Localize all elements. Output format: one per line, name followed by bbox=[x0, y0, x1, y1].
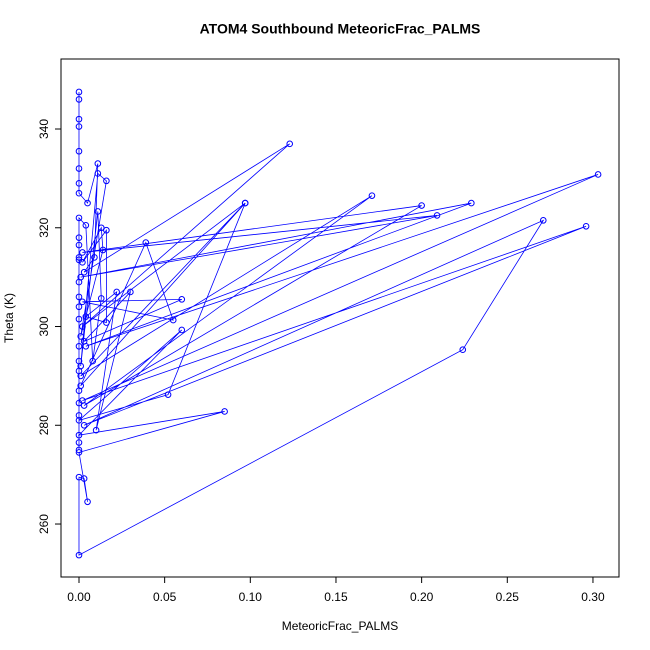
data-point bbox=[75, 189, 83, 197]
data-point bbox=[75, 241, 83, 249]
y-tick-label: 320 bbox=[37, 217, 51, 237]
x-tick-label: 0.20 bbox=[410, 590, 434, 604]
data-point bbox=[94, 170, 102, 177]
data-point bbox=[75, 551, 83, 559]
data-point bbox=[99, 246, 107, 254]
data-point bbox=[468, 199, 475, 207]
x-tick-label: 0.25 bbox=[496, 590, 520, 604]
y-tick-label: 300 bbox=[37, 316, 51, 336]
data-point bbox=[75, 180, 83, 187]
data-point bbox=[82, 221, 90, 229]
data-point bbox=[539, 217, 547, 224]
data-line bbox=[77, 91, 599, 556]
data-point bbox=[97, 295, 105, 302]
data-point bbox=[178, 326, 186, 334]
data-point bbox=[75, 88, 83, 96]
x-tick-label: 0.15 bbox=[324, 590, 348, 604]
y-tick-label: 260 bbox=[37, 514, 51, 534]
data-point bbox=[418, 202, 425, 209]
data-point bbox=[594, 171, 602, 178]
x-axis-label: MeteoricFrac_PALMS bbox=[282, 619, 398, 633]
data-point bbox=[286, 140, 294, 148]
data-point bbox=[75, 123, 83, 130]
data-point bbox=[75, 278, 83, 286]
data-point bbox=[75, 367, 83, 375]
data-point bbox=[75, 387, 83, 395]
data-point bbox=[92, 426, 100, 434]
data-point bbox=[80, 338, 88, 345]
data-point bbox=[94, 208, 102, 215]
data-point bbox=[80, 421, 88, 429]
data-point bbox=[79, 298, 86, 306]
data-point bbox=[75, 115, 83, 123]
x-tick-label: 0.10 bbox=[239, 590, 263, 604]
data-point bbox=[164, 391, 172, 398]
data-point bbox=[103, 319, 110, 326]
data-point bbox=[80, 475, 88, 482]
data-point bbox=[178, 296, 186, 303]
data-point bbox=[75, 412, 83, 419]
data-point bbox=[75, 399, 83, 407]
data-point bbox=[75, 431, 83, 439]
data-point bbox=[75, 147, 83, 155]
data-point bbox=[84, 498, 91, 506]
data-point bbox=[241, 199, 249, 207]
x-tick-label: 0.05 bbox=[153, 590, 177, 604]
data-point bbox=[75, 417, 83, 424]
data-point bbox=[113, 288, 120, 296]
data-point bbox=[80, 268, 88, 276]
data-point bbox=[75, 254, 83, 261]
data-point bbox=[75, 342, 83, 350]
data-point bbox=[94, 160, 102, 167]
chart-title: ATOM4 Southbound MeteoricFrac_PALMS bbox=[200, 21, 481, 37]
x-tick-label: 0.30 bbox=[581, 590, 605, 604]
plot-frame bbox=[60, 58, 620, 578]
data-point bbox=[75, 96, 83, 103]
data-point bbox=[582, 222, 590, 230]
data-point bbox=[89, 357, 96, 365]
data-point bbox=[75, 214, 83, 222]
data-point bbox=[75, 315, 83, 323]
data-point bbox=[169, 316, 177, 324]
data-point bbox=[103, 226, 110, 234]
data-point bbox=[459, 346, 467, 354]
y-axis-label: Theta (K) bbox=[2, 293, 16, 343]
data-point bbox=[75, 293, 83, 301]
data-point bbox=[75, 439, 83, 446]
data-point bbox=[75, 449, 83, 456]
data-point bbox=[75, 446, 83, 454]
data-point bbox=[142, 239, 150, 246]
data-point bbox=[75, 165, 83, 172]
data-point bbox=[433, 212, 441, 219]
data-point bbox=[97, 224, 105, 232]
x-tick-label: 0.00 bbox=[67, 590, 91, 604]
data-point bbox=[79, 323, 86, 330]
data-point bbox=[75, 256, 83, 264]
data-point bbox=[84, 199, 91, 207]
data-point bbox=[82, 313, 90, 320]
data-point bbox=[368, 192, 376, 199]
data-point bbox=[75, 303, 83, 311]
y-tick-label: 340 bbox=[37, 119, 51, 139]
data-point bbox=[75, 234, 83, 241]
y-tick-label: 280 bbox=[37, 415, 51, 435]
data-point bbox=[221, 408, 228, 415]
data-point bbox=[75, 357, 83, 365]
data-point bbox=[79, 249, 86, 256]
data-point bbox=[77, 333, 85, 340]
data-point bbox=[91, 254, 98, 261]
data-point bbox=[103, 177, 110, 185]
data-point bbox=[127, 288, 134, 296]
